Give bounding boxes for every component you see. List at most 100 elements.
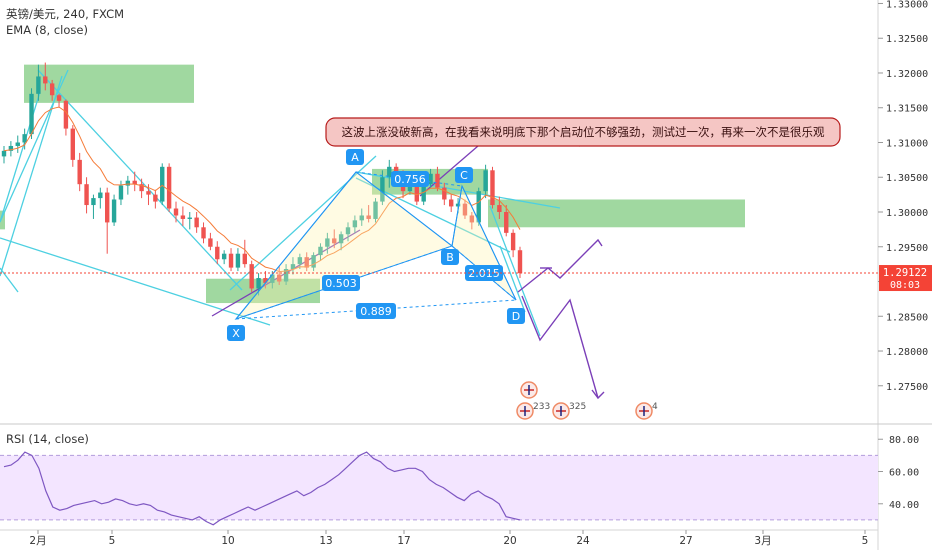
candle-body: [332, 238, 337, 244]
pattern-leg-bc: [451, 185, 463, 247]
channel-line: [0, 69, 69, 223]
pattern-point-d-box: [507, 308, 525, 324]
candle-body: [201, 227, 206, 239]
rsi-tick-label: 80.00: [889, 435, 919, 446]
candle-body: [56, 95, 62, 101]
candle-body: [125, 180, 131, 186]
current-price-label: 1.29122: [883, 267, 927, 279]
candle-body: [173, 208, 179, 216]
candle-body: [139, 184, 144, 192]
candle-body: [483, 170, 488, 192]
candle-body: [15, 142, 20, 146]
pattern-point-a-box: [346, 149, 364, 165]
candle-body: [228, 253, 234, 268]
ema-line: [3, 106, 521, 273]
ratio-label-ac-box: [391, 171, 429, 187]
candle-body: [166, 166, 172, 209]
candle-body: [242, 253, 247, 265]
time-tick-label: 2月: [29, 535, 46, 547]
candle-body: [98, 192, 103, 199]
candle-body: [373, 201, 378, 219]
price-tick-label: 1.31500: [886, 104, 928, 115]
event-uk-2-count: 233: [533, 402, 550, 412]
candle-body: [462, 203, 468, 216]
candle-body: [84, 184, 89, 206]
ratio-label-ac: 0.756: [394, 173, 426, 186]
candle-body: [215, 246, 220, 260]
candle-body: [256, 278, 261, 289]
price-tick-label: 1.29500: [886, 243, 928, 254]
zone-left-edge: [0, 210, 5, 230]
rsi-axis: 80.00 60.00 40.00: [878, 435, 919, 511]
candle-body: [455, 203, 461, 207]
candle-body: [1, 150, 7, 157]
candle-body: [297, 257, 303, 265]
pattern-leg-ab: [355, 171, 453, 247]
candle-body: [8, 145, 14, 151]
pattern-ratio-bd: [451, 245, 517, 301]
candle-body: [36, 76, 41, 94]
candle-body: [380, 177, 385, 202]
candle-body: [490, 170, 495, 206]
pattern-point-c: C: [460, 169, 468, 182]
candle-body: [428, 173, 433, 185]
channel-line: [499, 245, 526, 313]
time-tick-label: 5: [109, 535, 116, 547]
price-tick-label: 1.27500: [886, 382, 928, 393]
candle-body: [29, 93, 34, 135]
supply-zone-top: [24, 64, 194, 103]
ema-legend[interactable]: EMA (8, close): [6, 23, 88, 37]
candle-body: [304, 257, 309, 268]
candle-body: [476, 191, 481, 223]
candle-body: [111, 199, 117, 223]
candle-body: [338, 234, 344, 244]
candle-body: [221, 253, 227, 260]
channel-line: [0, 237, 271, 326]
candle-body: [359, 215, 364, 221]
countdown-label: 08:03: [890, 280, 920, 291]
channel-line: [0, 267, 19, 293]
ratio-label-xb-box: [322, 275, 360, 291]
economic-events[interactable]: 233 325 4: [516, 381, 658, 420]
candle-body: [366, 215, 371, 219]
annotation-box[interactable]: [325, 117, 841, 147]
symbol-legend[interactable]: 英镑/美元, 240, FXCM: [6, 7, 124, 21]
time-axis[interactable]: 2月 5 10 13 17 20 24 27 3月 5: [29, 530, 868, 547]
candle-body: [497, 205, 502, 212]
channel-line: [0, 91, 41, 223]
pattern-leg-cd: [461, 185, 517, 301]
projection-path-up: [517, 238, 603, 293]
candle-body: [504, 212, 509, 233]
current-price-marker: 1.29122 08:03: [879, 265, 932, 292]
price-tick-label: 1.30000: [886, 208, 928, 219]
candle-body: [249, 264, 254, 289]
candle-body: [63, 100, 69, 129]
demand-zone-bottom: [206, 278, 320, 304]
rsi-band: [0, 455, 878, 520]
time-tick-label: 5: [862, 535, 869, 547]
zone-right: [488, 199, 745, 228]
candle-body: [70, 128, 75, 160]
candle-body: [132, 180, 137, 185]
candle-body: [277, 274, 282, 282]
annotation-callout[interactable]: 这波上涨没破新高，在我看来说明底下那个启动位不够强劲，测试过一次，再来一次不是很…: [325, 117, 841, 147]
pattern-point-b: B: [446, 251, 454, 264]
pattern-point-c-box: [455, 167, 473, 183]
candle-body: [325, 238, 330, 247]
pattern-point-a: A: [351, 151, 359, 164]
rsi-tick-label: 60.00: [889, 468, 919, 479]
price-tick-label: 1.32500: [886, 34, 928, 45]
time-tick-label: 24: [576, 535, 590, 547]
candle-body: [510, 232, 516, 251]
annotation-text: 这波上涨没破新高，在我看来说明底下那个启动位不够强劲，测试过一次，再来一次不是很…: [342, 125, 825, 139]
candle-body: [435, 173, 440, 188]
candle-body: [43, 76, 48, 84]
candle-body: [345, 227, 351, 235]
candle-body: [283, 268, 289, 282]
rsi-legend[interactable]: RSI (14, close): [6, 432, 89, 446]
candle-body: [352, 220, 358, 228]
price-tick-label: 1.28500: [886, 312, 928, 323]
candle-body: [180, 215, 186, 219]
channel-line: [355, 171, 561, 209]
